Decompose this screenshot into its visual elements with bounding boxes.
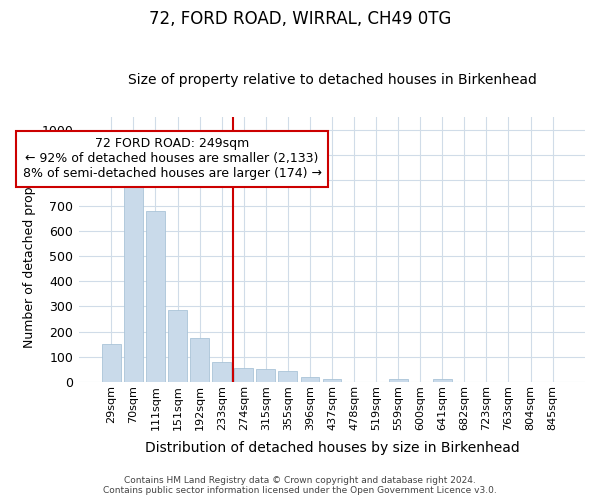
Title: Size of property relative to detached houses in Birkenhead: Size of property relative to detached ho…	[128, 73, 536, 87]
Bar	[256, 370, 275, 382]
Bar	[146, 210, 165, 382]
Text: Contains HM Land Registry data © Crown copyright and database right 2024.
Contai: Contains HM Land Registry data © Crown c…	[103, 476, 497, 495]
Bar	[389, 380, 407, 382]
Bar	[124, 176, 143, 382]
Text: 72, FORD ROAD, WIRRAL, CH49 0TG: 72, FORD ROAD, WIRRAL, CH49 0TG	[149, 10, 451, 28]
Y-axis label: Number of detached properties: Number of detached properties	[23, 151, 36, 348]
Bar	[278, 372, 297, 382]
Bar	[235, 368, 253, 382]
Bar	[168, 310, 187, 382]
Bar	[433, 380, 452, 382]
Bar	[190, 338, 209, 382]
Bar	[212, 362, 231, 382]
Text: 72 FORD ROAD: 249sqm
← 92% of detached houses are smaller (2,133)
8% of semi-det: 72 FORD ROAD: 249sqm ← 92% of detached h…	[23, 138, 322, 180]
Bar	[323, 380, 341, 382]
X-axis label: Distribution of detached houses by size in Birkenhead: Distribution of detached houses by size …	[145, 441, 520, 455]
Bar	[102, 344, 121, 382]
Bar	[301, 377, 319, 382]
